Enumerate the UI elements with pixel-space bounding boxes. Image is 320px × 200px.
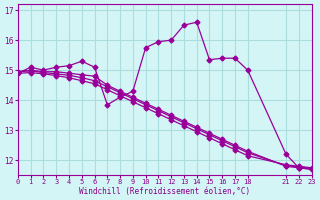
X-axis label: Windchill (Refroidissement éolien,°C): Windchill (Refroidissement éolien,°C) <box>79 187 250 196</box>
